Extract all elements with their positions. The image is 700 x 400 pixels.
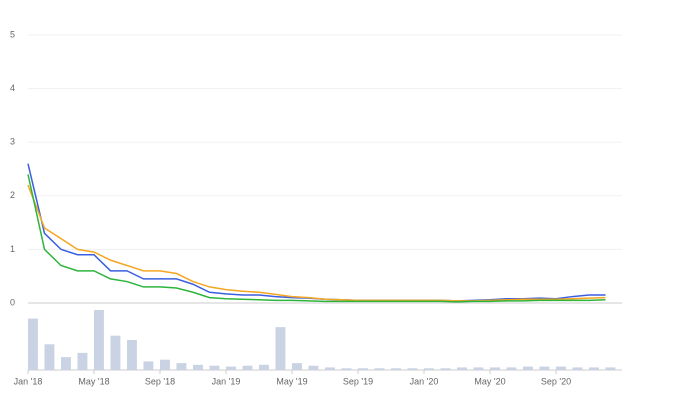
- volume-bar: [341, 368, 352, 370]
- x-tick-label: May '19: [276, 376, 307, 386]
- volume-bar: [391, 368, 401, 370]
- volume-bar: [77, 352, 88, 370]
- volume-bar: [143, 361, 154, 370]
- volume-bar: [407, 368, 418, 370]
- x-tick-label: Jan '20: [410, 376, 439, 386]
- volume-bar: [572, 367, 583, 370]
- x-tick-label: May '18: [78, 376, 109, 386]
- x-tick-label: Sep '18: [145, 376, 175, 386]
- volume-bar: [506, 367, 517, 370]
- y-tick-label: 0: [10, 297, 15, 307]
- volume-bar: [28, 318, 38, 370]
- volume-bar: [374, 368, 385, 370]
- volume-bar: [358, 368, 368, 370]
- volume-bar: [259, 364, 269, 370]
- volume-bar: [242, 365, 253, 370]
- volume-bar: [160, 359, 170, 370]
- line-series: [27, 174, 606, 303]
- x-tick-label: Jan '19: [212, 376, 241, 386]
- volume-bar: [605, 367, 616, 370]
- volume-bar: [523, 366, 533, 370]
- x-tick-label: Jan '18: [14, 376, 43, 386]
- y-tick-label: 5: [10, 29, 15, 39]
- volume-bar: [226, 366, 236, 370]
- y-tick-label: 3: [10, 137, 15, 147]
- volume-bar: [193, 364, 203, 370]
- volume-bar: [61, 357, 71, 370]
- volume-bar: [424, 368, 434, 370]
- volume-bar: [325, 367, 335, 370]
- volume-bar: [127, 340, 137, 370]
- volume-bar: [94, 310, 104, 370]
- x-tick-label: Sep '19: [343, 376, 373, 386]
- volume-bar: [176, 363, 187, 370]
- volume-bar: [440, 368, 451, 370]
- volume-bar: [110, 335, 121, 370]
- volume-bar: [292, 363, 302, 370]
- volume-bar: [209, 365, 220, 370]
- volume-bar: [457, 367, 467, 370]
- volume-bar: [490, 367, 500, 370]
- line-series: [27, 184, 606, 302]
- volume-bar: [589, 367, 599, 370]
- y-tick-label: 2: [10, 190, 15, 200]
- x-tick-label: May '20: [474, 376, 505, 386]
- volume-bar: [44, 344, 55, 370]
- volume-bar: [473, 367, 484, 370]
- volume-bar: [308, 365, 319, 370]
- volume-bar: [539, 366, 550, 370]
- y-tick-label: 1: [10, 244, 15, 254]
- x-tick-label: Sep '20: [541, 376, 571, 386]
- y-tick-label: 4: [10, 83, 15, 93]
- volume-bar: [275, 327, 286, 370]
- volume-bar: [556, 366, 566, 370]
